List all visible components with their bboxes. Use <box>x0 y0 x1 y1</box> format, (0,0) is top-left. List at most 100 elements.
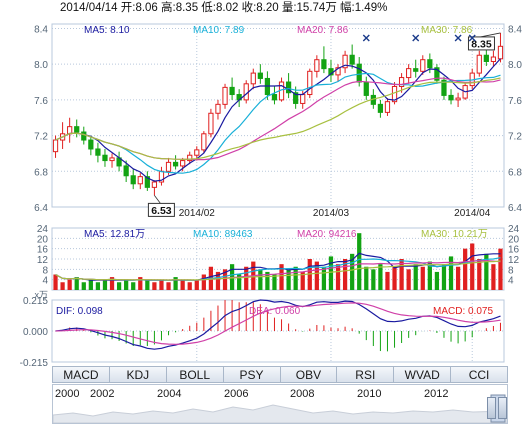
candle-body <box>476 54 482 74</box>
volume-bar <box>385 271 390 290</box>
volume-bar <box>173 277 178 290</box>
legend-entry: MA10: 7.89 <box>193 25 245 36</box>
volume-bar <box>328 256 334 290</box>
event-mark-icon <box>454 34 462 42</box>
timeline-year: 2008 <box>290 388 315 400</box>
legend-entry: MA30: 10.21万 <box>421 229 488 240</box>
chart-legends: MA5: 8.10 MA10: 7.89 MA20: 7.86 MA30: 7.86 M… <box>56 25 493 317</box>
candle-body <box>123 165 129 177</box>
tab-kdj[interactable]: KDJ <box>110 367 167 382</box>
volume-bar <box>265 271 270 290</box>
candle-body <box>342 54 348 69</box>
indicator-tabs: MACD KDJ BOLL PSY OBV RSI WVAD CCI <box>52 366 508 383</box>
volume-bar <box>335 264 341 290</box>
candle-body <box>95 148 101 156</box>
y-tick-label: 20 <box>37 234 49 245</box>
y-tick-label: 7.6 <box>34 96 48 107</box>
y-tick-label: 12 <box>508 255 520 266</box>
candle-body <box>300 94 306 104</box>
candlesticks <box>52 32 504 196</box>
tab-wvad[interactable]: WVAD <box>394 367 452 382</box>
y-tick-label: 6.8 <box>34 167 48 178</box>
candle-body <box>88 139 94 150</box>
volume-bar <box>286 269 291 290</box>
annotation-label: 8.35 <box>471 38 492 50</box>
candle-body <box>67 126 73 135</box>
candle-body <box>229 86 235 96</box>
timeline-navigator[interactable]: 2000 2002 2004 2006 2008 2010 2012 <box>52 384 508 424</box>
volume-bar <box>357 233 362 290</box>
candle-body <box>52 139 59 153</box>
tab-boll[interactable]: BOLL <box>167 367 224 382</box>
volume-bar <box>441 264 447 290</box>
volume-bar <box>406 269 411 290</box>
timeline-year: 2002 <box>90 388 115 400</box>
candle-body <box>194 149 200 156</box>
y-tick-label: 4 <box>508 276 514 287</box>
candle-body <box>250 72 256 85</box>
y-tick-label: 7.2 <box>34 132 48 143</box>
indicator-lines <box>55 58 501 350</box>
tab-psy[interactable]: PSY <box>224 367 281 382</box>
candle-body <box>321 59 327 70</box>
candle-body <box>497 45 504 60</box>
legend-entry: MA20: 7.86 <box>297 25 349 36</box>
volume-bar <box>138 277 143 290</box>
candle-body <box>448 94 454 101</box>
legend-entry: MA5: 12.81万 <box>84 229 145 240</box>
annotation-box <box>147 202 175 217</box>
volume-bar <box>300 271 305 290</box>
volume-bar <box>371 269 376 290</box>
candle-body <box>335 67 341 76</box>
event-mark-icon <box>468 34 476 42</box>
volume-bar <box>258 269 263 290</box>
ma10-line <box>55 72 501 174</box>
event-mark-icon <box>412 34 420 42</box>
volume-bar <box>201 274 206 290</box>
volume-bar <box>321 266 327 290</box>
y-tick-label: 0.215 <box>23 296 48 307</box>
annotation-label: 6.53 <box>151 205 172 217</box>
volume-bar <box>67 279 72 290</box>
legend-entry: DIF: 0.098 <box>56 306 103 317</box>
tab-rsi[interactable]: RSI <box>337 367 395 382</box>
volume-bar <box>152 282 157 290</box>
candle-body <box>285 81 292 94</box>
tab-cci[interactable]: CCI <box>468 367 490 382</box>
volume-bar <box>477 259 482 290</box>
ma30-line <box>55 77 501 160</box>
candle-body <box>420 59 426 72</box>
y-tick-label: 8 <box>42 265 48 276</box>
volume-bar <box>145 279 150 290</box>
annotation-leader <box>480 32 501 38</box>
candle-body <box>208 112 214 135</box>
volume-bar <box>364 266 369 290</box>
tab-obv[interactable]: OBV <box>281 367 338 382</box>
candle-body <box>180 160 186 167</box>
volume-bar <box>272 274 277 290</box>
timeline-left-handle[interactable] <box>487 397 496 419</box>
timeline-sparkline <box>53 394 507 423</box>
candle-body <box>187 154 193 162</box>
candle-body <box>151 181 158 188</box>
candle-body <box>384 101 391 113</box>
volume-bar <box>215 271 221 290</box>
axis-ticks: 8.4 8.4 8.0 8.0 7.6 7.6 7.2 7.2 6.8 6.8 6.4 6.4 24 24… <box>20 24 523 366</box>
volume-bar <box>88 279 93 290</box>
legend-entry: MA10: 89463 <box>193 229 253 240</box>
tab-macd[interactable]: MACD <box>53 367 110 382</box>
timeline-right-handle[interactable] <box>498 397 507 419</box>
volume-bar <box>448 256 454 290</box>
volume-bar <box>159 279 164 290</box>
legend-entry: MA20: 94216 <box>297 229 357 240</box>
volume-bar <box>484 253 489 290</box>
candle-body <box>165 161 172 172</box>
candle-body <box>81 131 87 141</box>
candle-body <box>406 68 412 79</box>
volume-bar <box>187 282 192 290</box>
volume-bar <box>434 271 440 290</box>
volume-bar <box>342 259 348 290</box>
y-tick-label: 7.6 <box>508 96 522 107</box>
volume-bar <box>131 282 136 290</box>
y-tick-label: 24 <box>508 224 520 235</box>
